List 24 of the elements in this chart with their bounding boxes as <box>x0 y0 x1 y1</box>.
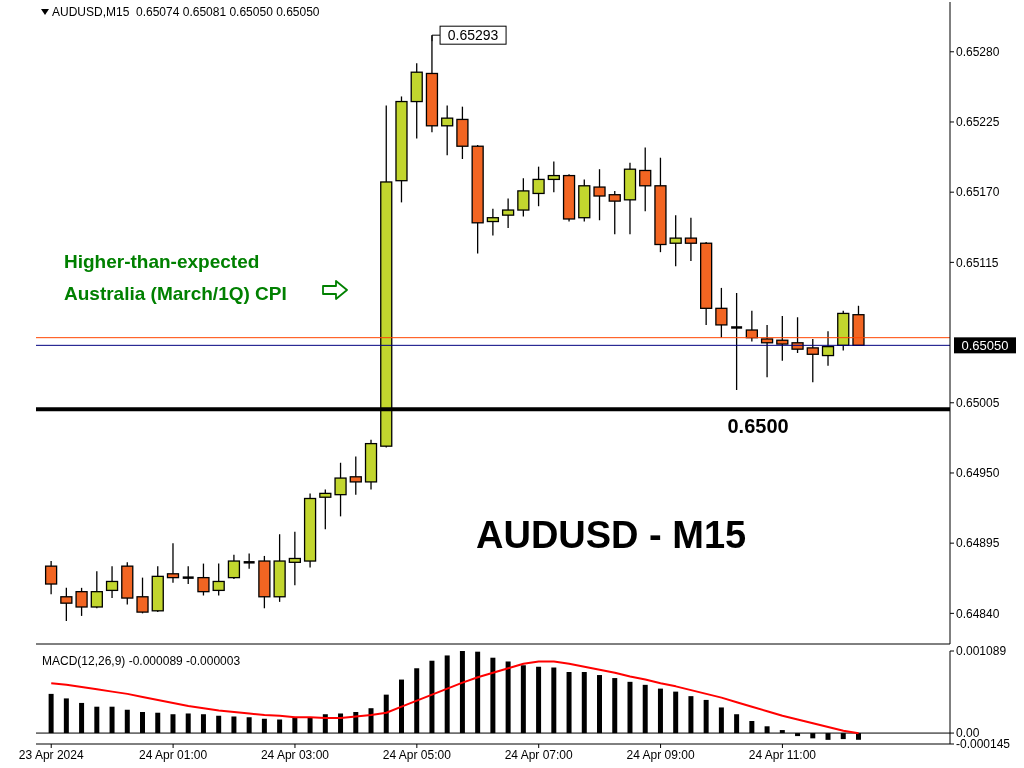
y-tick-label: 0.64840 <box>956 606 1000 621</box>
annotation: 0.65293 <box>447 27 499 44</box>
y-tick-label: 0.64895 <box>956 536 1000 551</box>
y-tick-label: 0.65280 <box>956 45 1000 60</box>
y-tick-label: 0.65225 <box>956 115 1000 130</box>
chart-title: MACD(12,26,9) -0.000089 -0.000003 <box>42 654 241 668</box>
y-tick-label: 0.64950 <box>956 466 1000 481</box>
y-tick-label: 0.001089 <box>956 644 1007 659</box>
x-tick-label: 24 Apr 09:00 <box>626 747 695 762</box>
y-tick-label: 0.65170 <box>956 185 1000 200</box>
annotation: Higher-than-expected Australia (March/1Q) CPI <box>64 251 287 304</box>
y-tick-label: -0.000145 <box>956 737 1011 752</box>
y-tick-label: 0.65115 <box>956 255 999 270</box>
ref-line-label: 0.65050 <box>961 338 1009 354</box>
x-tick-label: 24 Apr 07:00 <box>504 747 574 762</box>
ref-line-label: 0.6500 <box>727 415 789 438</box>
annotation: AUDUSD - M15 <box>476 514 747 556</box>
x-tick-label: 24 Apr 01:00 <box>139 747 208 762</box>
y-tick-label: 0.65005 <box>956 396 1000 411</box>
x-tick-label: 23 Apr 2024 <box>18 747 84 762</box>
chart-title: AUDUSD,M15 0.65074 0.65081 0.65050 0.65050 <box>52 5 320 19</box>
x-tick-label: 24 Apr 05:00 <box>382 747 452 762</box>
x-tick-label: 24 Apr 03:00 <box>260 747 330 762</box>
x-tick-label: 24 Apr 11:00 <box>748 747 817 762</box>
